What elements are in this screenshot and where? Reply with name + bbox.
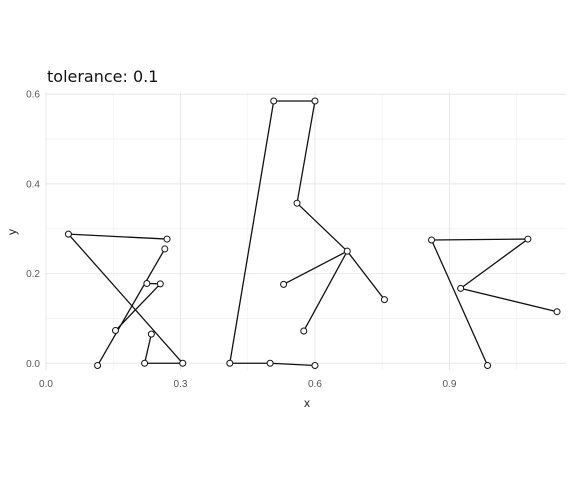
path-segment — [430, 239, 489, 367]
path-segment — [269, 362, 316, 367]
path-segment — [296, 100, 316, 204]
path-segment — [143, 333, 152, 364]
path-segment — [303, 250, 348, 332]
x-axis-label: x — [304, 396, 310, 410]
data-point — [484, 362, 492, 370]
path-segments — [67, 100, 558, 367]
x-tick-label: 0.0 — [39, 379, 53, 390]
data-point — [141, 359, 149, 367]
data-point — [163, 235, 171, 243]
x-tick-label: 0.3 — [174, 379, 188, 390]
y-tick-label: 0.6 — [26, 90, 40, 101]
data-point — [266, 359, 274, 367]
data-point — [524, 235, 532, 243]
data-point — [94, 362, 102, 370]
path-segment — [460, 287, 558, 313]
x-axis-ticks: 0.0 0.3 0.6 0.9 — [39, 379, 457, 390]
data-point — [553, 308, 561, 316]
y-tick-label: 0.0 — [26, 359, 40, 370]
data-point — [147, 330, 155, 338]
path-segment — [229, 100, 275, 364]
path-segment — [67, 233, 184, 364]
data-point — [428, 236, 436, 244]
x-tick-label: 0.6 — [308, 379, 322, 390]
data-point — [270, 97, 278, 105]
x-tick-label: 0.9 — [442, 379, 456, 390]
data-point — [156, 280, 164, 288]
path-segment — [67, 233, 168, 240]
data-point — [311, 362, 319, 370]
path-segment — [346, 250, 386, 301]
data-point — [111, 327, 119, 335]
data-point — [143, 279, 151, 287]
path-segment — [114, 283, 161, 332]
path-segment — [296, 202, 348, 252]
y-axis-label: y — [5, 229, 19, 235]
y-tick-label: 0.2 — [26, 269, 40, 280]
y-axis-ticks: 0.0 0.2 0.4 0.6 — [26, 90, 40, 370]
data-point — [226, 359, 234, 367]
data-point — [179, 359, 187, 367]
data-point — [380, 296, 388, 304]
y-tick-label: 0.4 — [26, 179, 40, 190]
path-segment — [430, 238, 529, 241]
data-point — [64, 230, 72, 238]
data-point — [280, 280, 288, 288]
path-segment — [96, 248, 166, 367]
data-point — [311, 97, 319, 105]
data-point — [457, 284, 465, 292]
data-point — [161, 245, 169, 253]
data-point — [293, 199, 301, 207]
chart-title: tolerance: 0.1 — [47, 67, 158, 86]
path-segment — [282, 250, 348, 286]
data-point — [300, 327, 308, 335]
grid-lines — [45, 92, 566, 370]
path-segment — [460, 238, 529, 290]
data-point — [343, 247, 351, 255]
data-points — [64, 97, 561, 370]
